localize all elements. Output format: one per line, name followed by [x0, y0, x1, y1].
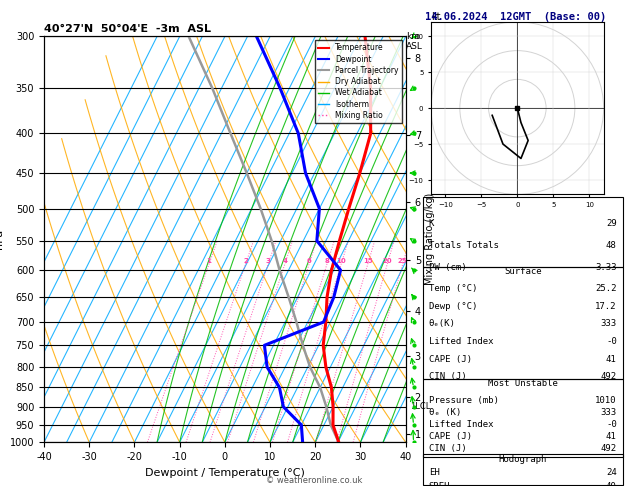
Text: CAPE (J): CAPE (J) — [429, 432, 472, 441]
Text: PW (cm): PW (cm) — [429, 263, 466, 272]
Text: 1: 1 — [206, 259, 211, 264]
Text: 492: 492 — [601, 444, 616, 452]
Text: 40: 40 — [606, 482, 616, 486]
Text: 333: 333 — [601, 408, 616, 417]
Text: 14.06.2024  12GMT  (Base: 00): 14.06.2024 12GMT (Base: 00) — [425, 12, 606, 22]
Text: 17.2: 17.2 — [595, 302, 616, 311]
Text: Pressure (mb): Pressure (mb) — [429, 396, 499, 405]
Text: Dewp (°C): Dewp (°C) — [429, 302, 477, 311]
Text: 10: 10 — [336, 259, 346, 264]
Text: 1010: 1010 — [595, 396, 616, 405]
Text: 15: 15 — [363, 259, 372, 264]
Text: 41: 41 — [606, 432, 616, 441]
Text: θₑ(K): θₑ(K) — [429, 319, 455, 329]
Text: -0: -0 — [606, 419, 616, 429]
Text: Lifted Index: Lifted Index — [429, 337, 493, 346]
Text: CIN (J): CIN (J) — [429, 372, 466, 382]
Text: 24: 24 — [606, 468, 616, 477]
Text: K: K — [429, 219, 434, 228]
Text: 41: 41 — [606, 355, 616, 364]
Text: 333: 333 — [601, 319, 616, 329]
Text: 20: 20 — [382, 259, 392, 264]
Text: 25: 25 — [398, 259, 408, 264]
Text: 40°27'N  50°04'E  -3m  ASL: 40°27'N 50°04'E -3m ASL — [44, 24, 211, 35]
Text: θₑ (K): θₑ (K) — [429, 408, 461, 417]
Text: CAPE (J): CAPE (J) — [429, 355, 472, 364]
Text: Lifted Index: Lifted Index — [429, 419, 493, 429]
Text: km
ASL: km ASL — [406, 32, 423, 51]
Y-axis label: Mixing Ratio (g/kg): Mixing Ratio (g/kg) — [425, 193, 435, 285]
Text: -0: -0 — [606, 337, 616, 346]
Bar — [423, 267, 623, 379]
X-axis label: Dewpoint / Temperature (°C): Dewpoint / Temperature (°C) — [145, 468, 305, 478]
Text: Surface: Surface — [504, 267, 542, 276]
Text: Totals Totals: Totals Totals — [429, 241, 499, 250]
Text: 25.2: 25.2 — [595, 284, 616, 293]
Text: 1LCL: 1LCL — [410, 402, 430, 411]
Text: © weatheronline.co.uk: © weatheronline.co.uk — [266, 476, 363, 485]
Text: 6: 6 — [306, 259, 311, 264]
Text: SREH: SREH — [429, 482, 450, 486]
Text: 48: 48 — [606, 241, 616, 250]
Y-axis label: hPa: hPa — [0, 229, 4, 249]
Text: 4: 4 — [282, 259, 287, 264]
Text: 492: 492 — [601, 372, 616, 382]
Text: 3: 3 — [265, 259, 270, 264]
Text: EH: EH — [429, 468, 440, 477]
Bar — [423, 379, 623, 457]
Text: Hodograph: Hodograph — [499, 455, 547, 464]
Text: 29: 29 — [606, 219, 616, 228]
Text: kt: kt — [431, 12, 440, 22]
Text: CIN (J): CIN (J) — [429, 444, 466, 452]
Text: Temp (°C): Temp (°C) — [429, 284, 477, 293]
Bar — [423, 197, 623, 267]
Text: 2: 2 — [243, 259, 248, 264]
Text: Most Unstable: Most Unstable — [487, 379, 558, 388]
Legend: Temperature, Dewpoint, Parcel Trajectory, Dry Adiabat, Wet Adiabat, Isotherm, Mi: Temperature, Dewpoint, Parcel Trajectory… — [314, 40, 402, 123]
Text: 3.33: 3.33 — [595, 263, 616, 272]
Text: 8: 8 — [325, 259, 330, 264]
